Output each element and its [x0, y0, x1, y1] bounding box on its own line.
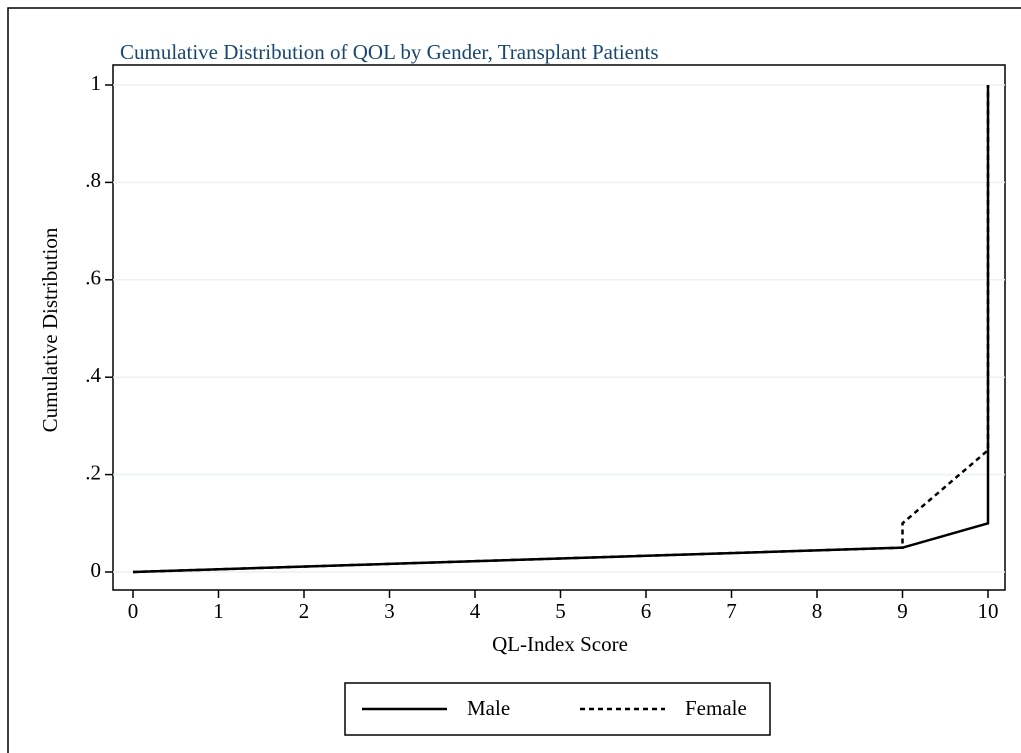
- x-tick-label: 3: [384, 599, 395, 623]
- y-tick-label: 0: [91, 558, 102, 582]
- y-tick-label: .6: [85, 266, 101, 290]
- x-tick-label: 9: [897, 599, 908, 623]
- plot-frame: [112, 64, 1006, 591]
- x-tick-label: 10: [978, 599, 999, 623]
- x-tick-label: 1: [213, 599, 224, 623]
- legend-label: Female: [685, 696, 747, 720]
- x-tick-label: 8: [812, 599, 823, 623]
- chart-title: Cumulative Distribution of QOL by Gender…: [120, 40, 659, 64]
- y-axis-label: Cumulative Distribution: [38, 227, 62, 432]
- x-tick-label: 5: [555, 599, 566, 623]
- x-tick-label: 4: [470, 599, 481, 623]
- y-tick-label: .4: [85, 363, 101, 387]
- legend-label: Male: [467, 696, 510, 720]
- y-tick-label: .2: [85, 460, 101, 484]
- series-line: [132, 85, 990, 574]
- x-tick-label: 7: [726, 599, 737, 623]
- y-tick-label: 1: [91, 71, 102, 95]
- x-axis-label: QL-Index Score: [492, 632, 628, 656]
- outer-frame: [7, 7, 1021, 753]
- y-tick-label: .8: [85, 168, 101, 192]
- x-tick-label: 2: [299, 599, 310, 623]
- x-tick-label: 0: [128, 599, 139, 623]
- x-tick-label: 6: [641, 599, 652, 623]
